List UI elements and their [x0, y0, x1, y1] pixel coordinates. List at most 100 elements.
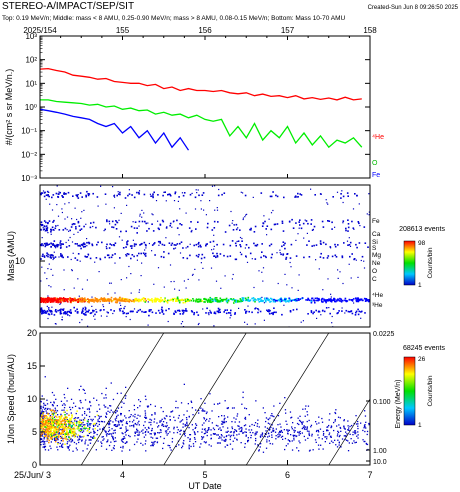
mass-point	[63, 311, 65, 314]
velocity-point	[154, 434, 156, 436]
mass-point	[273, 223, 276, 226]
velocity-point	[124, 415, 126, 417]
mass-point	[48, 313, 51, 316]
mass-point	[119, 257, 121, 259]
velocity-point	[289, 411, 292, 413]
velocity-point	[288, 440, 291, 442]
mass-point	[223, 192, 226, 194]
velocity-point	[308, 434, 311, 437]
mass-point	[59, 311, 62, 314]
velocity-point	[56, 405, 58, 407]
mass-point-he	[216, 301, 219, 303]
mass-point	[213, 325, 215, 327]
mass-point-he	[290, 299, 293, 302]
mass-point	[61, 319, 63, 321]
mass-point	[258, 309, 260, 311]
mass-point	[226, 255, 229, 258]
species-label: Fe	[372, 218, 380, 225]
mass-point	[59, 313, 62, 315]
velocity-point-dense	[54, 431, 57, 434]
velocity-point	[71, 440, 73, 442]
mass-point	[65, 313, 67, 315]
mass-point-he	[46, 301, 48, 303]
velocity-point	[112, 447, 115, 449]
mass-point	[325, 199, 327, 201]
velocity-point	[207, 429, 209, 432]
mass-point	[307, 313, 309, 315]
velocity-point	[194, 441, 197, 443]
velocity-point	[247, 439, 250, 441]
velocity-point	[321, 421, 324, 423]
mass-point	[186, 245, 189, 248]
mass-point	[216, 243, 218, 246]
mass-point	[262, 280, 264, 282]
mass-point-he	[121, 299, 124, 301]
mass-point-he	[265, 299, 267, 302]
mass-point-he	[285, 297, 288, 300]
velocity-point-dense	[42, 418, 44, 421]
mass-point	[64, 227, 67, 230]
mass-point	[43, 242, 46, 245]
mass-point	[354, 314, 357, 316]
mass-point-he	[219, 299, 221, 302]
mass-point-he	[47, 300, 50, 303]
velocity-point	[63, 393, 65, 396]
mass-point	[308, 256, 311, 258]
mass-point	[59, 247, 62, 249]
mass-point	[211, 185, 214, 187]
mass-point	[126, 241, 128, 243]
velocity-point-dense	[63, 429, 66, 431]
mass-point	[205, 214, 207, 216]
velocity-point	[365, 443, 368, 445]
mass-point	[347, 226, 350, 229]
mass-point	[261, 251, 263, 253]
mass-point	[78, 225, 81, 227]
mass-point	[244, 321, 246, 323]
mass-point	[110, 282, 112, 284]
velocity-point	[273, 405, 275, 407]
velocity-point	[47, 449, 50, 451]
velocity-point	[319, 428, 322, 430]
velocity-point	[347, 425, 349, 427]
mass-point	[148, 227, 150, 230]
mass-point	[348, 263, 350, 265]
velocity-point	[183, 414, 185, 416]
velocity-point	[224, 440, 227, 442]
velocity-point	[109, 411, 111, 413]
mass-point	[334, 226, 336, 228]
mass-point-he	[368, 299, 370, 301]
velocity-point	[302, 426, 304, 428]
velocity-point	[356, 435, 358, 437]
mass-point	[191, 192, 193, 194]
velocity-point	[126, 429, 128, 432]
mass-point	[186, 257, 189, 260]
velocity-point-dense	[55, 427, 57, 429]
mass-point	[114, 242, 117, 244]
mass-point-he	[231, 299, 234, 301]
velocity-point	[120, 421, 122, 423]
velocity-point	[244, 443, 246, 445]
velocity-point-dense	[49, 432, 51, 435]
velocity-point	[287, 429, 289, 431]
velocity-point	[62, 443, 64, 445]
velocity-point-dense	[65, 427, 68, 430]
mass-point	[337, 277, 339, 279]
mass-point	[51, 196, 53, 199]
velocity-point-dense	[41, 414, 43, 416]
velocity-point	[104, 430, 106, 432]
mass-point-he	[331, 299, 333, 302]
mass-point	[237, 240, 240, 242]
velocity-point	[40, 412, 42, 414]
mass-point-he	[41, 298, 44, 301]
mass-point	[266, 309, 268, 312]
mass-point-he	[82, 300, 84, 303]
velocity-point	[176, 426, 178, 428]
mass-point-he	[359, 299, 362, 301]
velocity-point	[294, 434, 296, 437]
mass-point	[87, 254, 90, 256]
mass-point	[154, 254, 156, 256]
mass-point	[265, 256, 267, 259]
velocity-point	[112, 439, 115, 441]
top-y-tick-label: 10²	[25, 56, 37, 65]
velocity-point	[68, 440, 70, 442]
